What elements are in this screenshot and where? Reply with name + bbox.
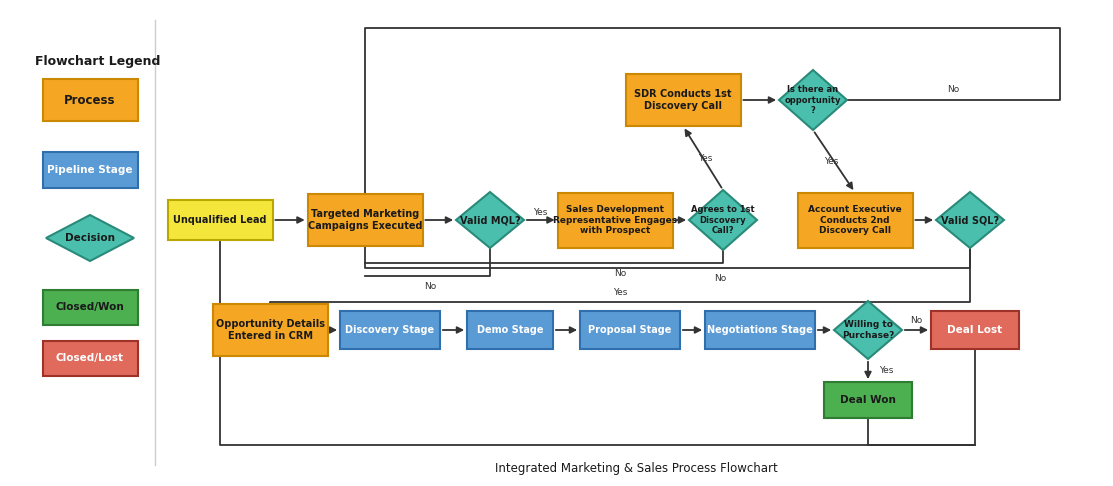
- Text: Closed/Lost: Closed/Lost: [56, 353, 124, 363]
- Text: Yes: Yes: [533, 208, 548, 216]
- FancyBboxPatch shape: [339, 311, 440, 349]
- Text: Sales Development
Representative Engages
with Prospect: Sales Development Representative Engages…: [553, 205, 677, 235]
- FancyBboxPatch shape: [930, 311, 1020, 349]
- Text: Yes: Yes: [613, 288, 628, 296]
- Text: Valid MQL?: Valid MQL?: [460, 215, 520, 225]
- FancyBboxPatch shape: [42, 341, 138, 376]
- Text: Willing to
Purchase?: Willing to Purchase?: [841, 320, 894, 340]
- Polygon shape: [456, 192, 524, 248]
- FancyBboxPatch shape: [558, 192, 672, 247]
- Text: Targeted Marketing
Campaigns Executed: Targeted Marketing Campaigns Executed: [308, 209, 422, 231]
- Text: No: No: [424, 281, 436, 291]
- Text: Negotiations Stage: Negotiations Stage: [707, 325, 812, 335]
- Text: Process: Process: [65, 93, 116, 106]
- Text: Yes: Yes: [824, 157, 838, 166]
- Text: Pipeline Stage: Pipeline Stage: [47, 165, 132, 175]
- Text: Decision: Decision: [65, 233, 115, 243]
- Text: Is there an
opportunity
?: Is there an opportunity ?: [785, 85, 841, 115]
- Text: Flowchart Legend: Flowchart Legend: [35, 55, 160, 68]
- Text: Proposal Stage: Proposal Stage: [589, 325, 671, 335]
- Polygon shape: [46, 215, 134, 261]
- Text: Yes: Yes: [879, 366, 894, 375]
- Text: Opportunity Details
Entered in CRM: Opportunity Details Entered in CRM: [216, 319, 325, 341]
- FancyBboxPatch shape: [167, 200, 273, 240]
- Polygon shape: [936, 192, 1004, 248]
- FancyBboxPatch shape: [42, 290, 138, 325]
- Polygon shape: [834, 301, 902, 359]
- Text: Agrees to 1st
Discovery
Call?: Agrees to 1st Discovery Call?: [691, 205, 755, 235]
- Text: SDR Conducts 1st
Discovery Call: SDR Conducts 1st Discovery Call: [634, 89, 731, 111]
- Text: No: No: [947, 86, 959, 94]
- FancyBboxPatch shape: [307, 194, 423, 246]
- FancyBboxPatch shape: [824, 382, 912, 418]
- Text: Closed/Won: Closed/Won: [56, 302, 125, 312]
- Text: Unqualified Lead: Unqualified Lead: [174, 215, 267, 225]
- Text: No: No: [713, 274, 726, 282]
- FancyBboxPatch shape: [213, 304, 327, 356]
- FancyBboxPatch shape: [42, 79, 138, 121]
- FancyBboxPatch shape: [42, 152, 138, 188]
- FancyBboxPatch shape: [705, 311, 815, 349]
- Text: No: No: [910, 315, 923, 325]
- Text: Discovery Stage: Discovery Stage: [345, 325, 434, 335]
- FancyBboxPatch shape: [626, 74, 740, 126]
- Text: Deal Won: Deal Won: [840, 395, 896, 405]
- Polygon shape: [779, 70, 847, 130]
- Polygon shape: [689, 190, 757, 250]
- Text: Account Executive
Conducts 2nd
Discovery Call: Account Executive Conducts 2nd Discovery…: [808, 205, 902, 235]
- Text: No: No: [614, 268, 627, 278]
- Text: Yes: Yes: [698, 154, 712, 162]
- Text: Valid SQL?: Valid SQL?: [940, 215, 999, 225]
- FancyBboxPatch shape: [798, 192, 913, 247]
- FancyBboxPatch shape: [580, 311, 680, 349]
- FancyBboxPatch shape: [467, 311, 553, 349]
- Text: Deal Lost: Deal Lost: [947, 325, 1003, 335]
- Text: Integrated Marketing & Sales Process Flowchart: Integrated Marketing & Sales Process Flo…: [495, 462, 778, 474]
- Text: Demo Stage: Demo Stage: [476, 325, 543, 335]
